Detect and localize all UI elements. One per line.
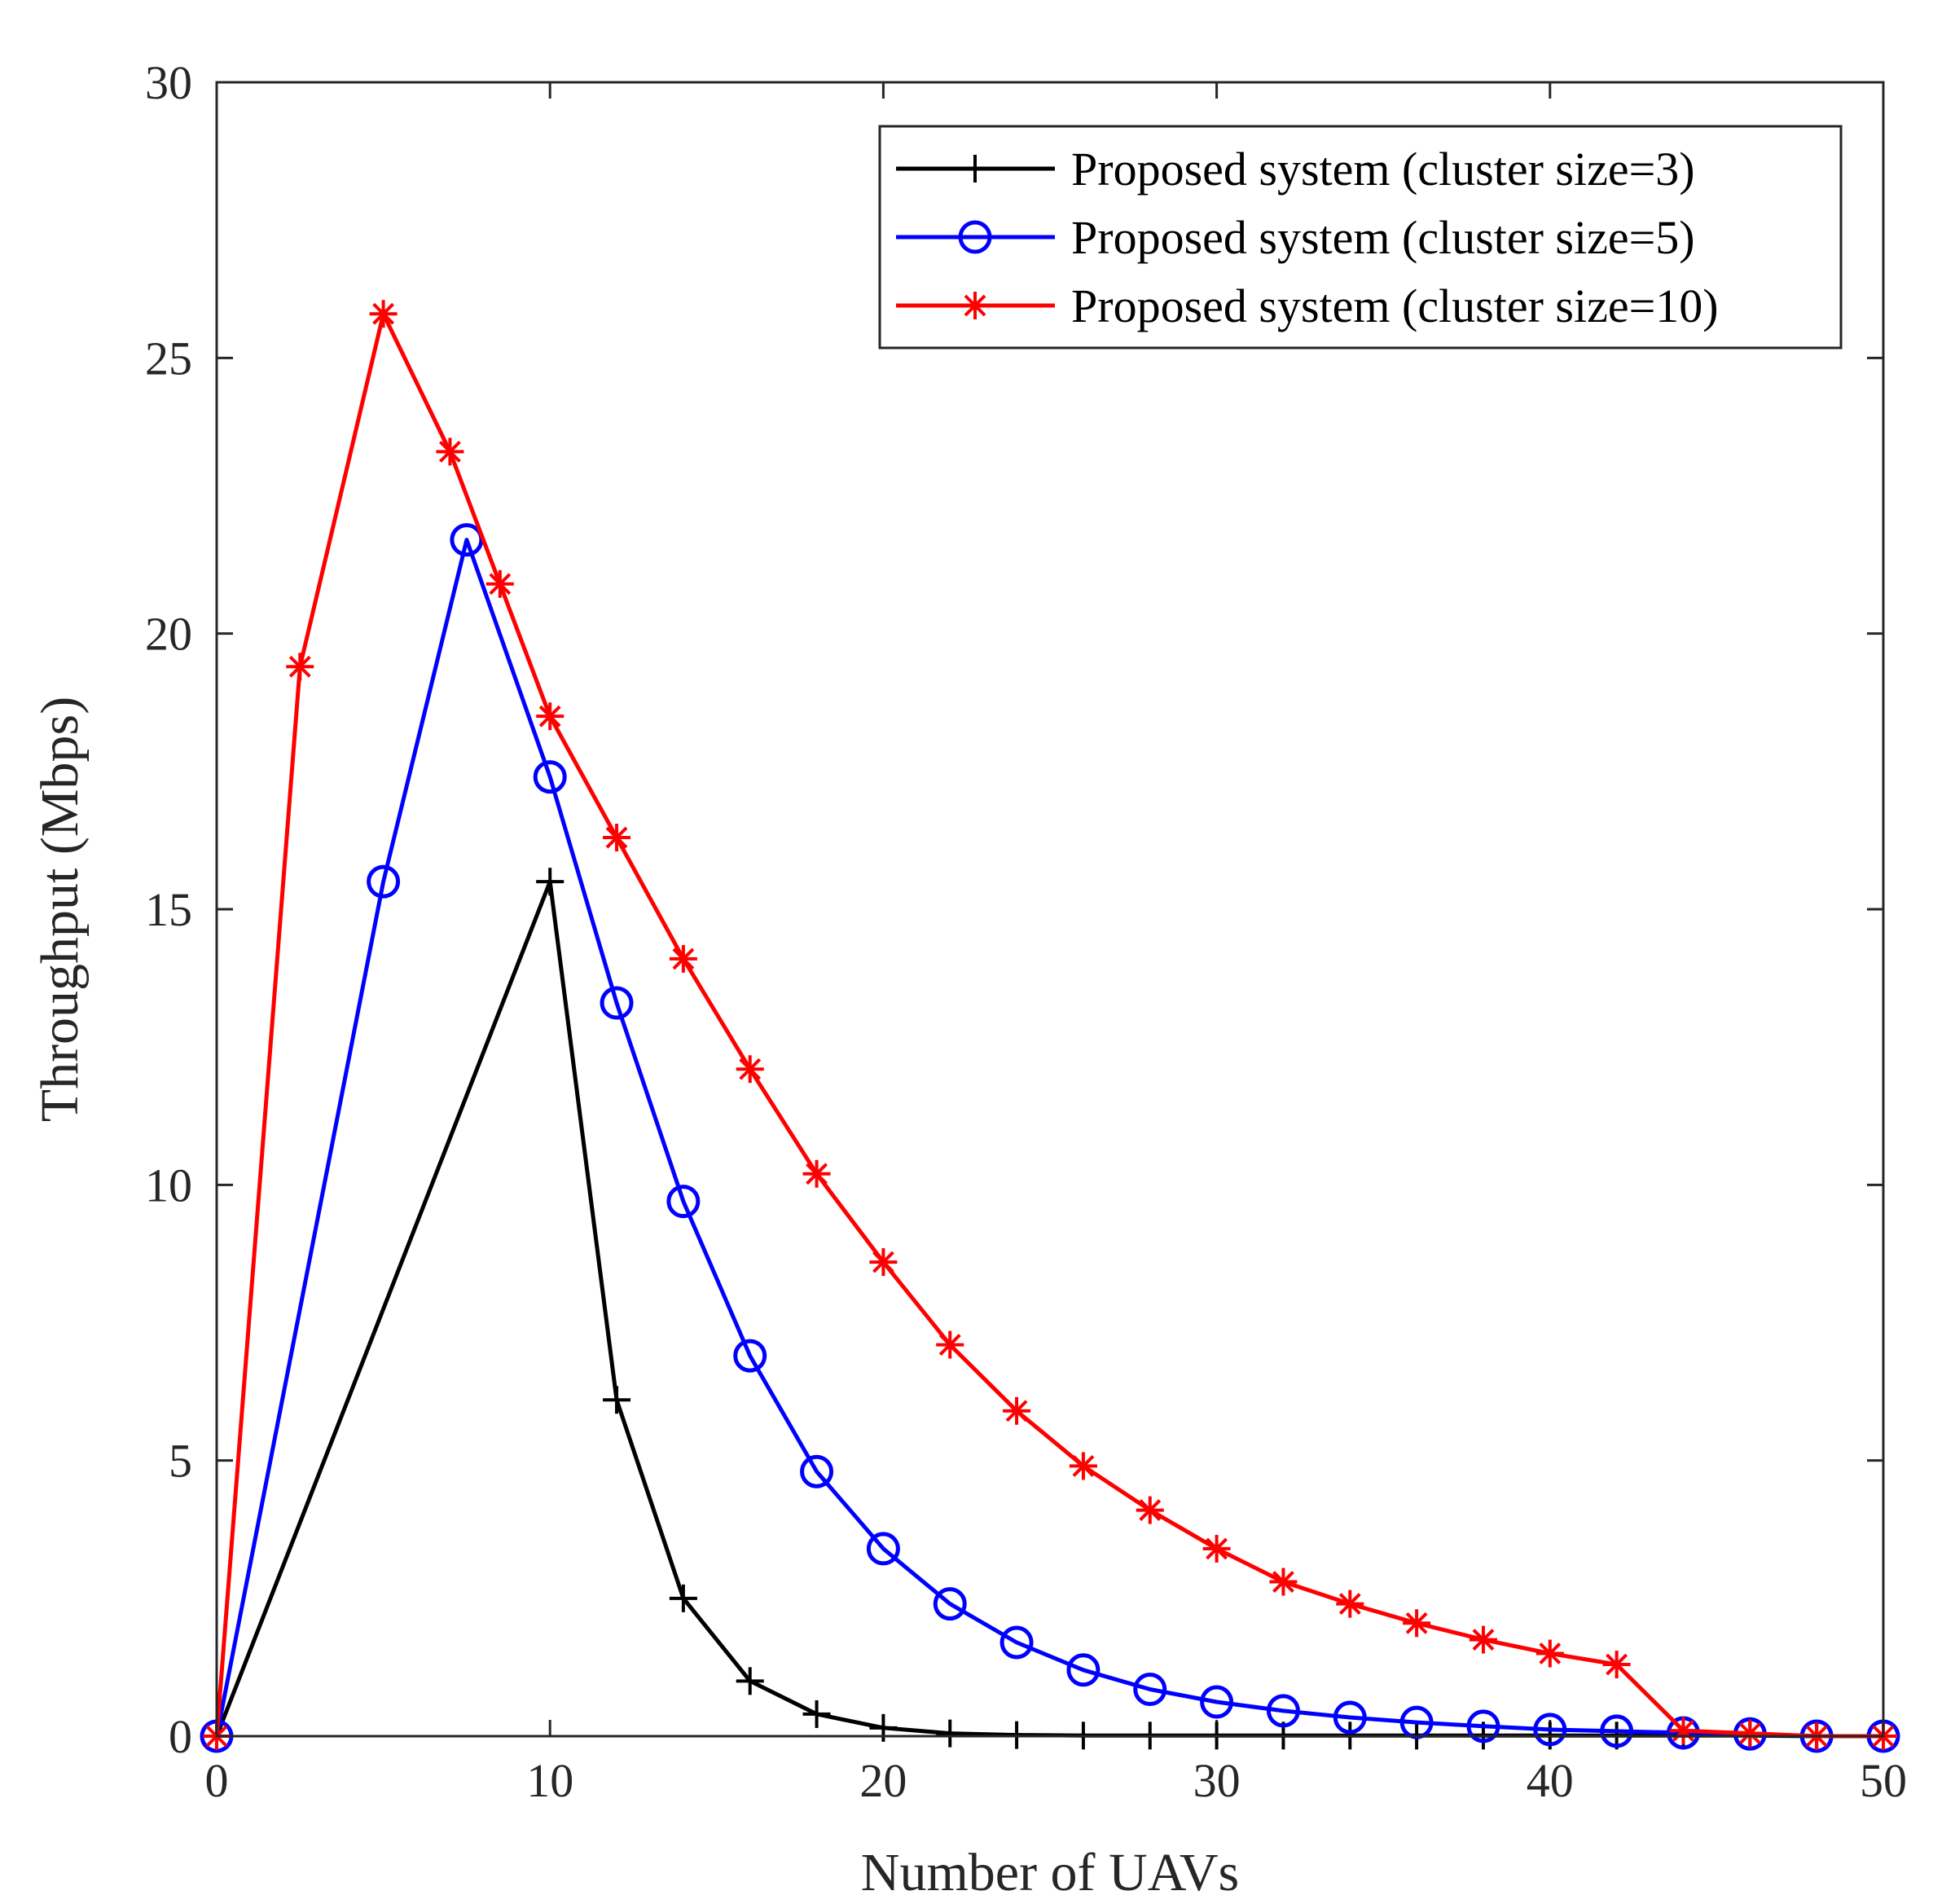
series-line (214, 538, 1883, 1739)
y-tick-label: 5 (169, 1435, 192, 1488)
x-tick-label: 40 (1527, 1754, 1574, 1807)
data-point (669, 944, 697, 973)
data-point (1535, 1639, 1564, 1668)
data-point (1602, 1651, 1631, 1679)
data-point (1200, 1685, 1234, 1719)
legend-item: Proposed system (cluster size=10) (896, 279, 1719, 332)
legend-item: Proposed system (cluster size=3) (896, 143, 1695, 196)
data-point (736, 1055, 764, 1084)
legend-label: Proposed system (cluster size=3) (1071, 143, 1695, 196)
x-axis-label: Number of UAVs (861, 1843, 1239, 1902)
series-asterisk (203, 300, 1897, 1750)
data-point (800, 1454, 834, 1488)
y-tick-label: 30 (145, 56, 192, 109)
data-point (1336, 1590, 1364, 1618)
data-point (1600, 1714, 1634, 1748)
data-point (1202, 1534, 1231, 1563)
y-tick-label: 15 (145, 883, 192, 936)
x-tick-label: 30 (1193, 1754, 1241, 1807)
data-point (1069, 1452, 1097, 1480)
data-point (1469, 1625, 1497, 1654)
data-point (369, 300, 398, 328)
data-point (936, 1719, 964, 1748)
data-point (933, 1587, 967, 1621)
data-point (866, 1532, 900, 1566)
data-point (286, 653, 314, 681)
ticks-layer: 0 10 20 30 40 50 0 5 10 15 20 25 30 (145, 56, 1907, 1807)
data-point (1669, 1717, 1698, 1745)
x-tick-label: 10 (526, 1754, 573, 1807)
y-axis-label: Throughput (Mbps) (30, 697, 90, 1122)
legend: Proposed system (cluster size=3) Proposed… (878, 125, 1843, 350)
y-tick-label: 20 (145, 608, 192, 661)
data-point (802, 1159, 831, 1188)
data-point (733, 1339, 767, 1373)
data-point (1066, 1653, 1101, 1687)
y-tick-label: 10 (145, 1159, 192, 1211)
x-tick-label: 20 (859, 1754, 907, 1807)
legend-item: Proposed system (cluster size=5) (896, 211, 1695, 264)
data-point (999, 1625, 1034, 1660)
data-point (666, 1185, 701, 1219)
plot-frame (215, 81, 1885, 1738)
legend-label: Proposed system (cluster size=5) (1071, 211, 1695, 264)
data-point (603, 1386, 631, 1414)
plot-area (217, 82, 1883, 1736)
data-point (1269, 1568, 1298, 1596)
x-tick-label: 50 (1860, 1754, 1907, 1807)
data-point (936, 1330, 964, 1359)
legend-label: Proposed system (cluster size=10) (1071, 279, 1719, 332)
data-point (802, 1700, 831, 1728)
data-point (536, 702, 565, 731)
data-point (736, 1667, 764, 1695)
data-point (603, 824, 631, 852)
legend-marker (958, 220, 992, 254)
data-point (1466, 1709, 1500, 1744)
data-point (1533, 1713, 1567, 1747)
data-point (1133, 1672, 1167, 1706)
data-point (600, 986, 634, 1020)
data-point (1333, 1700, 1367, 1735)
legend-marker (961, 155, 989, 182)
series-line (214, 311, 1883, 1739)
data-point (669, 1584, 697, 1612)
data-point (436, 438, 464, 466)
y-tick-label: 0 (169, 1710, 192, 1763)
legend-marker (961, 292, 989, 319)
data-point (533, 760, 567, 794)
data-point (536, 868, 565, 896)
data-point (1736, 1719, 1764, 1748)
data-point (485, 569, 514, 598)
x-tick-label: 0 (205, 1754, 229, 1807)
data-point (367, 864, 401, 899)
data-point (869, 1248, 898, 1277)
y-tick-label: 25 (145, 332, 192, 385)
data-point (1266, 1694, 1300, 1728)
data-point (1003, 1396, 1031, 1425)
data-point (1136, 1496, 1164, 1524)
data-point (1403, 1609, 1431, 1638)
